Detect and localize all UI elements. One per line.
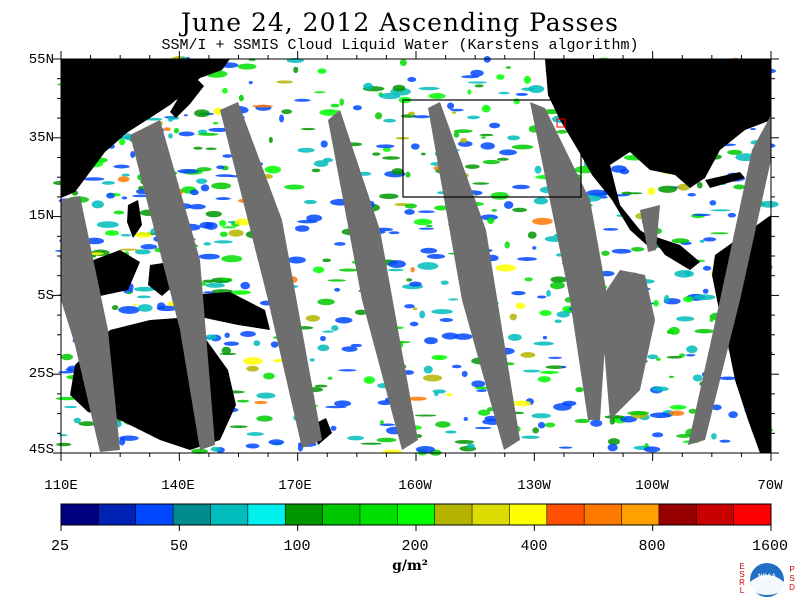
colorbar-segment [509,504,548,525]
colorbar-tick-label: 25 [50,538,69,555]
lon-label: 100W [635,478,669,494]
colorbar-tick-label: 1600 [751,538,788,555]
no-data-swath [328,110,418,450]
lat-label: 35N [28,130,54,146]
logo-letter: R [739,578,745,587]
no-data-swath [640,205,660,252]
no-data-swaths [61,102,771,452]
colorbar-segment [98,504,137,525]
landmass [705,172,745,188]
logo-letter: E [739,562,744,571]
colorbar-segment [285,504,324,525]
colorbar-segment [61,504,99,525]
lon-label: 130W [517,478,551,494]
colorbar-segment [359,504,398,525]
lat-label: 55N [28,52,54,68]
no-data-swath [688,115,771,445]
colorbar-segment [621,504,660,525]
colorbar-segment [733,504,772,525]
lon-label: 140E [161,478,195,494]
colorbar-tick-label: 800 [638,538,666,555]
colorbar-segment [434,504,473,525]
lon-label: 170E [278,478,312,494]
no-data-swath [130,120,215,450]
colorbar-tick-label: 100 [283,538,311,555]
lat-label: 45S [28,442,54,458]
landmass [127,200,142,238]
colorbar-tick-label: 50 [169,538,188,555]
region-box [402,99,582,198]
landmass [185,292,270,330]
landmass [170,80,204,118]
colorbar-unit: g/m² [392,558,428,574]
colorbar-tick-label: 200 [401,538,429,555]
no-data-swath [428,102,520,450]
no-data-swath [600,270,655,420]
axis-ticks [53,51,779,461]
landmass [61,59,230,198]
lon-label: 110E [44,478,78,494]
lon-label: 70W [757,478,783,494]
landmass [650,235,700,270]
lon-label: 160W [398,478,432,494]
colorbar-segment [210,504,249,525]
logo-letter: P [789,565,794,574]
colorbar-segment [397,504,436,525]
landmass [545,59,771,248]
colorbar-segment [696,504,735,525]
logo-letter: S [739,570,744,579]
location-marker [556,118,566,128]
logo-letter: S [789,574,794,583]
colorbar-segment [135,504,174,525]
map-title: June 24, 2012 Ascending Passes [181,8,619,37]
no-data-swath [220,102,322,448]
colorbar-segment [584,504,623,525]
lat-label: 5S [37,288,54,304]
colorbar-segment [322,504,361,525]
colorbar-segment [546,504,585,525]
no-data-swath [61,196,120,452]
logo-letter: D [789,583,795,592]
colorbar-segment [173,504,211,525]
colorbar-segment [247,504,286,525]
colorbar-segment [472,504,510,525]
colorbar-segment [658,504,697,525]
lat-label: 15N [28,208,54,224]
logo-letter: L [740,586,745,595]
lat-label: 25S [28,366,54,382]
map-subtitle: SSM/I + SSMIS Cloud Liquid Water (Karste… [161,37,639,54]
no-data-swath [530,102,608,420]
colorbar-tick-label: 400 [520,538,548,555]
logo-center-text: NOAA [758,574,776,580]
